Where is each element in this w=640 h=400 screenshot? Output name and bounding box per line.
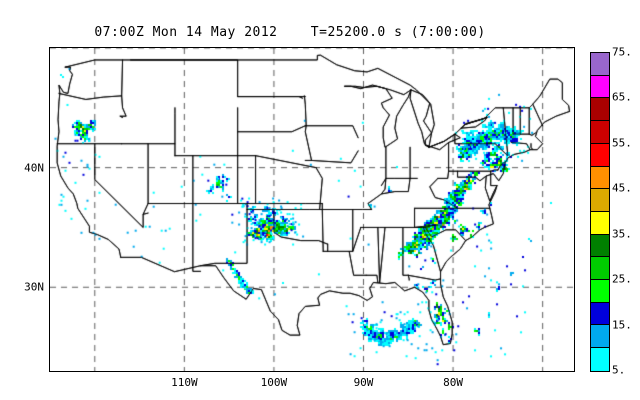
figure-title: 07:00Z Mon 14 May 2012 T=25200.0 s (7:00… [94, 25, 486, 40]
x-tick-label-80w: 80W [443, 376, 463, 389]
colorbar-band-70 [591, 53, 609, 76]
x-tick-label-90w: 90W [353, 376, 374, 389]
colorbar-tick-65: 65. [612, 90, 632, 104]
colorbar-band-40 [591, 189, 609, 212]
colorbar-tick-25: 25. [612, 272, 632, 286]
colorbar-band-10 [591, 325, 609, 349]
colorbar-band-30 [591, 234, 609, 258]
colorbar-band-45 [591, 166, 609, 190]
colorbar-tick-55: 55. [612, 136, 632, 150]
colorbar-band-60 [591, 98, 609, 122]
colorbar-tick-45: 45. [612, 181, 632, 195]
map-plot-area [49, 47, 575, 372]
x-tick-label-110w: 110W [171, 376, 198, 389]
colorbar-band-65 [591, 75, 609, 99]
colorbar-band-35 [591, 211, 609, 235]
colorbar-band-55 [591, 121, 609, 144]
colorbar-band-20 [591, 280, 609, 303]
colorbar-tick-35: 35. [612, 227, 632, 241]
colorbar-tick-15: 15. [612, 318, 632, 332]
colorbar [590, 52, 610, 372]
reflectivity-map-canvas [50, 48, 574, 371]
y-tick-label-40n: 40N [24, 161, 44, 175]
colorbar-band-5 [591, 348, 609, 371]
colorbar-tick-5: 5. [612, 363, 626, 377]
y-tick-label-30n: 30N [24, 280, 44, 294]
colorbar-band-50 [591, 143, 609, 167]
x-tick-label-100w: 100W [260, 376, 288, 389]
colorbar-tick-75: 75. [612, 45, 632, 59]
colorbar-band-15 [591, 302, 609, 326]
colorbar-band-25 [591, 257, 609, 281]
